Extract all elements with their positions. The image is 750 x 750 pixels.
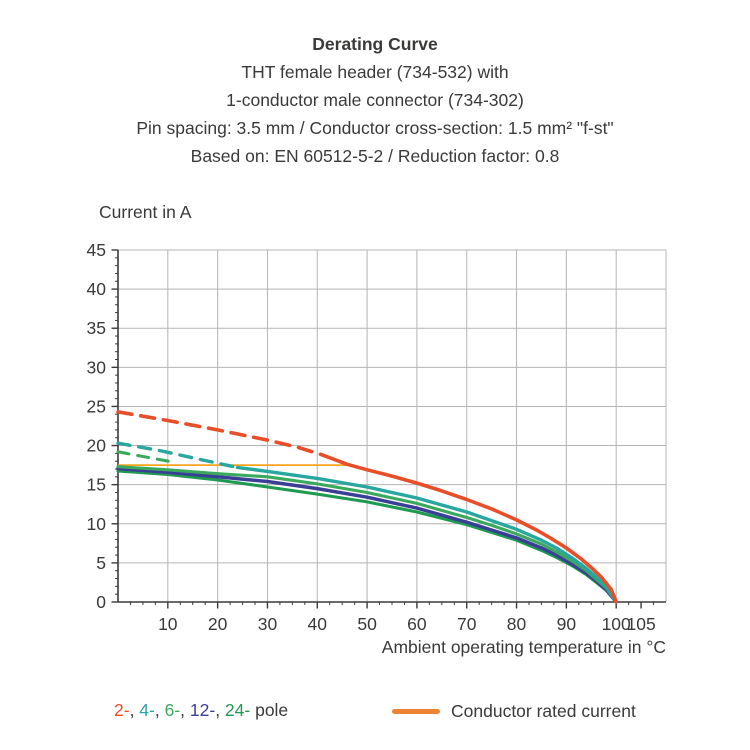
curve-4-pole-solid	[235, 465, 618, 604]
y-tick-label: 5	[96, 553, 106, 573]
x-tick-label: 60	[407, 614, 427, 634]
x-tick-label: 90	[557, 614, 577, 634]
x-tick-label: 20	[208, 614, 228, 634]
x-tick-label: 30	[258, 614, 278, 634]
y-tick-label: 10	[87, 514, 107, 534]
curve-6-pole-solid	[116, 465, 618, 604]
legend-separator: ,	[180, 700, 190, 720]
legend-poles: 2-, 4-, 6-, 12-, 24- pole	[114, 700, 288, 721]
rated-current-swatch	[392, 709, 440, 714]
curve-6-pole-dashed	[116, 450, 175, 464]
title-block: Derating Curve THT female header (734-53…	[0, 30, 750, 170]
curve-12-pole-solid	[116, 466, 618, 604]
y-tick-label: 35	[87, 318, 106, 338]
x-tick-label: 100	[602, 614, 631, 634]
y-tick-label: 40	[87, 279, 107, 299]
y-tick-label: 30	[87, 357, 107, 377]
y-tick-label: 25	[87, 396, 106, 416]
curve-4-pole-dashed	[116, 441, 240, 470]
y-tick-label: 45	[87, 240, 106, 260]
x-tick-label: 10	[158, 614, 178, 634]
x-tick-label: 40	[308, 614, 328, 634]
legend-rated: Conductor rated current	[392, 701, 636, 722]
x-tick-label: 80	[507, 614, 527, 634]
legend-separator: ,	[215, 700, 225, 720]
legend-pole-suffix: pole	[250, 700, 289, 720]
legend-pole-24: 24-	[224, 700, 251, 720]
curve-2-pole-solid	[320, 453, 619, 604]
chart-subtitle-line-1: THT female header (734-532) with	[241, 62, 509, 82]
x-tick-label: 105	[626, 614, 655, 634]
legend-pole-4: 4-	[139, 700, 155, 720]
legend-pole-12: 12-	[189, 700, 216, 720]
y-tick-label: 20	[87, 436, 107, 456]
rated-current-label: Conductor rated current	[451, 701, 636, 721]
curve-2-pole-dashed	[116, 410, 325, 457]
legend-separator: ,	[154, 700, 165, 720]
chart-subtitle-line-4: Based on: EN 60512-5-2 / Reduction facto…	[190, 146, 560, 166]
y-axis-title: Current in A	[99, 202, 192, 222]
y-tick-label: 15	[87, 475, 106, 495]
y-tick-label: 0	[96, 592, 106, 612]
legend-separator: ,	[129, 700, 140, 720]
chart-title: Derating Curve	[312, 34, 438, 54]
x-axis-title: Ambient operating temperature in °C	[381, 637, 666, 657]
chart-subtitle-line-3: Pin spacing: 3.5 mm / Conductor cross-se…	[136, 118, 614, 138]
legend-pole-6: 6-	[164, 700, 181, 720]
legend-pole-2: 2-	[114, 700, 130, 720]
x-tick-label: 70	[457, 614, 477, 634]
chart-subtitle-line-2: 1-conductor male connector (734-302)	[226, 90, 524, 110]
x-tick-label: 50	[357, 614, 377, 634]
